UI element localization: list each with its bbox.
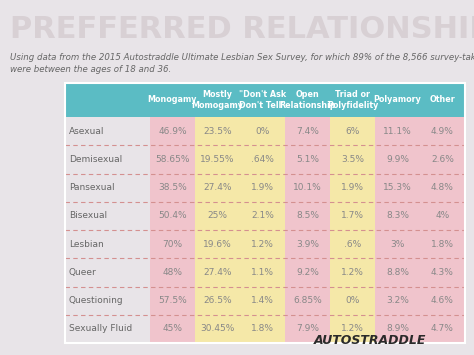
Bar xyxy=(65,83,465,117)
Text: 4.3%: 4.3% xyxy=(431,268,454,277)
Text: 4.7%: 4.7% xyxy=(431,324,454,333)
Text: 1.9%: 1.9% xyxy=(341,183,364,192)
Text: 0%: 0% xyxy=(255,127,270,136)
Text: 4.8%: 4.8% xyxy=(431,183,454,192)
Text: Asexual: Asexual xyxy=(69,127,104,136)
Bar xyxy=(330,117,375,343)
Text: Mostly
Momogamy: Mostly Momogamy xyxy=(191,90,244,110)
Text: 8.8%: 8.8% xyxy=(386,268,409,277)
Text: 2.1%: 2.1% xyxy=(251,211,274,220)
Text: .6%: .6% xyxy=(344,240,361,248)
Text: Questioning: Questioning xyxy=(69,296,124,305)
Text: "Don't Ask
Don't Tell": "Don't Ask Don't Tell" xyxy=(239,90,286,110)
Text: Triad or
Polyfidelity: Triad or Polyfidelity xyxy=(327,90,378,110)
Text: 48%: 48% xyxy=(163,268,182,277)
Text: 3%: 3% xyxy=(390,240,405,248)
Text: Sexually Fluid: Sexually Fluid xyxy=(69,324,132,333)
Text: Monogamy: Monogamy xyxy=(148,95,197,104)
Text: 4%: 4% xyxy=(436,211,450,220)
Text: Queer: Queer xyxy=(69,268,97,277)
Text: 1.2%: 1.2% xyxy=(341,268,364,277)
Text: 38.5%: 38.5% xyxy=(158,183,187,192)
Bar xyxy=(195,117,240,343)
Bar xyxy=(285,117,330,343)
Text: .64%: .64% xyxy=(251,155,274,164)
Text: 9.9%: 9.9% xyxy=(386,155,409,164)
Text: 15.3%: 15.3% xyxy=(383,183,412,192)
Bar xyxy=(375,117,420,343)
Text: Using data from the 2015 Autostraddle Ultimate Lesbian Sex Survey, for which 89%: Using data from the 2015 Autostraddle Ul… xyxy=(10,53,474,74)
Text: Polyamory: Polyamory xyxy=(374,95,421,104)
Text: PREFFERRED RELATIONSHIP STYLES: PREFFERRED RELATIONSHIP STYLES xyxy=(10,15,474,44)
Bar xyxy=(240,117,285,343)
Text: 9.2%: 9.2% xyxy=(296,268,319,277)
Text: 8.9%: 8.9% xyxy=(386,324,409,333)
Text: 4.6%: 4.6% xyxy=(431,296,454,305)
Text: 1.2%: 1.2% xyxy=(251,240,274,248)
Text: 27.4%: 27.4% xyxy=(203,183,232,192)
Text: 45%: 45% xyxy=(163,324,182,333)
Text: 26.5%: 26.5% xyxy=(203,296,232,305)
Text: 23.5%: 23.5% xyxy=(203,127,232,136)
Text: 3.2%: 3.2% xyxy=(386,296,409,305)
Text: 58.65%: 58.65% xyxy=(155,155,190,164)
Text: AUTOSTRADDLE: AUTOSTRADDLE xyxy=(314,334,426,347)
Text: 30.45%: 30.45% xyxy=(201,324,235,333)
Text: 19.55%: 19.55% xyxy=(200,155,235,164)
Bar xyxy=(150,117,195,343)
Bar xyxy=(65,83,465,343)
Text: 3.9%: 3.9% xyxy=(296,240,319,248)
Text: Lesbian: Lesbian xyxy=(69,240,104,248)
Text: 46.9%: 46.9% xyxy=(158,127,187,136)
Text: 1.7%: 1.7% xyxy=(341,211,364,220)
Text: 7.9%: 7.9% xyxy=(296,324,319,333)
Text: 1.8%: 1.8% xyxy=(251,324,274,333)
Text: Demisexual: Demisexual xyxy=(69,155,122,164)
Text: 11.1%: 11.1% xyxy=(383,127,412,136)
Text: 10.1%: 10.1% xyxy=(293,183,322,192)
Text: 1.9%: 1.9% xyxy=(251,183,274,192)
Text: 27.4%: 27.4% xyxy=(203,268,232,277)
Text: Bisexual: Bisexual xyxy=(69,211,107,220)
Bar xyxy=(420,117,465,343)
Text: Other: Other xyxy=(429,95,456,104)
Text: 57.5%: 57.5% xyxy=(158,296,187,305)
Text: 4.9%: 4.9% xyxy=(431,127,454,136)
Text: 1.1%: 1.1% xyxy=(251,268,274,277)
Text: 3.5%: 3.5% xyxy=(341,155,364,164)
Text: 2.6%: 2.6% xyxy=(431,155,454,164)
Text: 8.3%: 8.3% xyxy=(386,211,409,220)
Text: 1.8%: 1.8% xyxy=(431,240,454,248)
Text: 8.5%: 8.5% xyxy=(296,211,319,220)
Text: 1.2%: 1.2% xyxy=(341,324,364,333)
Text: 70%: 70% xyxy=(163,240,182,248)
Text: Pansexual: Pansexual xyxy=(69,183,115,192)
Text: 0%: 0% xyxy=(346,296,360,305)
Bar xyxy=(65,117,150,343)
Text: 7.4%: 7.4% xyxy=(296,127,319,136)
Text: Open
Relationship: Open Relationship xyxy=(279,90,336,110)
Text: 1.4%: 1.4% xyxy=(251,296,274,305)
Text: 19.6%: 19.6% xyxy=(203,240,232,248)
Text: 25%: 25% xyxy=(208,211,228,220)
Text: 5.1%: 5.1% xyxy=(296,155,319,164)
Text: 6%: 6% xyxy=(346,127,360,136)
Text: 50.4%: 50.4% xyxy=(158,211,187,220)
Text: 6.85%: 6.85% xyxy=(293,296,322,305)
